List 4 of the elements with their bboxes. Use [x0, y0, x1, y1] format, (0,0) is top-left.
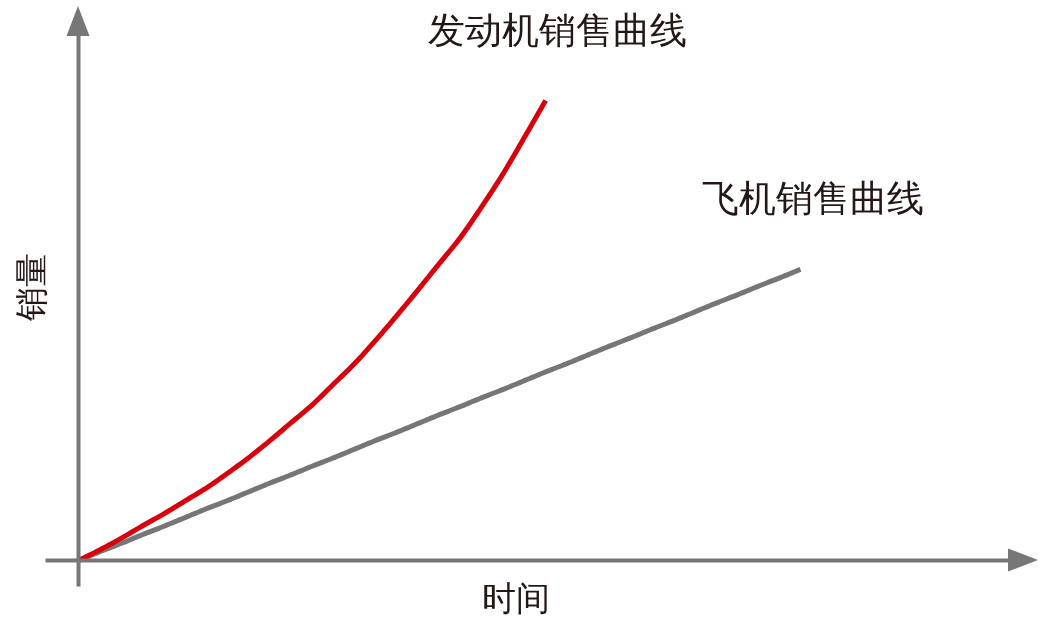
- series-label: 飞机销售曲线: [701, 177, 924, 221]
- y-axis-title: 销量: [10, 252, 51, 322]
- series-label: 发动机销售曲线: [428, 8, 688, 52]
- x-axis-title: 时间: [481, 577, 550, 617]
